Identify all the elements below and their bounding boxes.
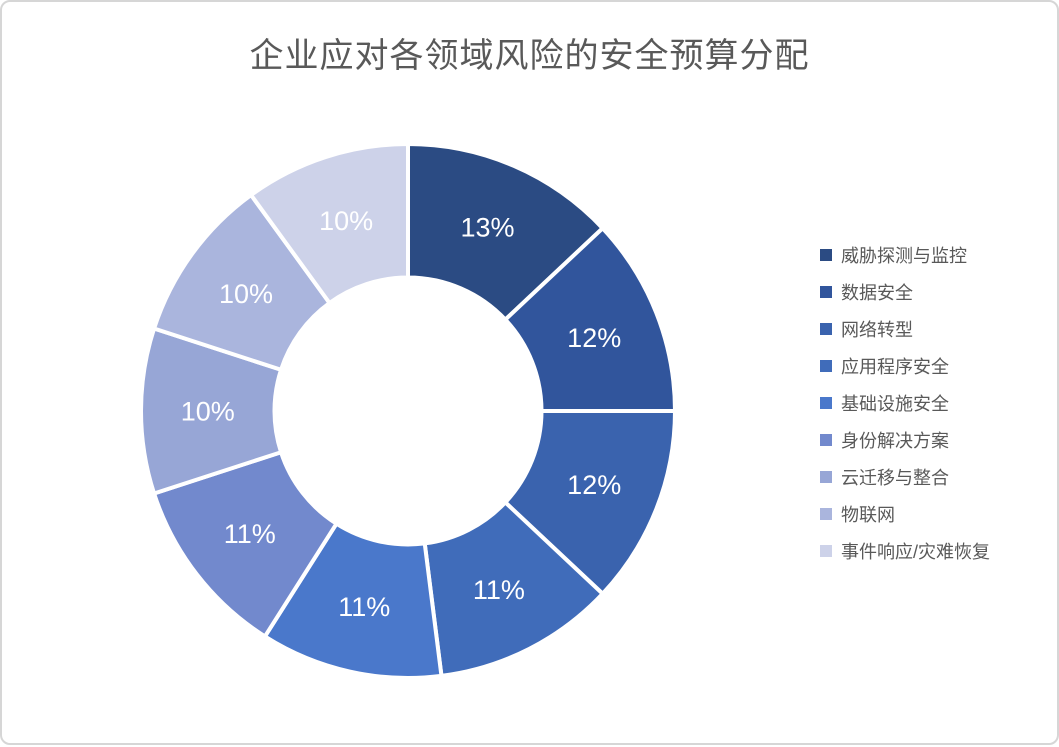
legend-label: 应用程序安全 [841,356,949,377]
legend-item: 网络转型 [820,310,990,347]
legend-swatch [820,470,832,483]
donut-slice [406,142,605,322]
legend-label: 数据安全 [841,282,913,303]
legend-item: 基础设施安全 [820,384,990,421]
legend-label: 身份解决方案 [841,430,949,451]
legend-label: 威胁探测与监控 [841,245,967,266]
legend-swatch [820,544,832,557]
legend-label: 事件响应/灾难恢复 [841,541,991,562]
slice-label: 10% [219,279,273,309]
legend-swatch [820,248,832,261]
slice-label: 11% [224,519,276,549]
slice-label: 12% [567,470,621,500]
slice-label: 11% [338,592,390,622]
legend-item: 事件响应/灾难恢复 [820,532,990,569]
legend-swatch [820,433,832,446]
legend-item: 物联网 [820,495,990,532]
chart-legend: 威胁探测与监控 数据安全网络转型应用程序安全 基础设施安全 身份解决方案 云迁移与整合物… [820,236,990,569]
chart-title: 企业应对各领域风险的安全预算分配 [249,37,810,75]
slice-label: 13% [460,213,514,243]
slice-label: 10% [181,396,235,426]
slice-label: 11% [473,575,525,605]
legend-item: 威胁探测与监控 [820,236,990,273]
legend-swatch [820,396,832,409]
donut-slice [249,142,410,305]
legend-item: 身份解决方案 [820,421,990,458]
slice-label: 10% [319,206,373,236]
legend-label: 基础设施安全 [841,393,949,414]
slice-label: 12% [567,323,621,353]
legend-swatch [820,285,832,298]
legend-item: 数据安全 [820,273,990,310]
legend-item: 云迁移与整合 [820,458,990,495]
legend-label: 网络转型 [841,319,913,340]
legend-label: 云迁移与整合 [841,467,949,488]
donut-slice-labels: 13% 12% 12% 11% 11% 11% 10% 10% 10% [181,206,621,622]
legend-swatch [820,359,832,372]
legend-item: 应用程序安全 [820,347,990,384]
legend-swatch [820,322,832,335]
donut-slices [139,142,677,680]
legend-swatch [820,507,832,520]
legend-label: 物联网 [841,504,895,525]
